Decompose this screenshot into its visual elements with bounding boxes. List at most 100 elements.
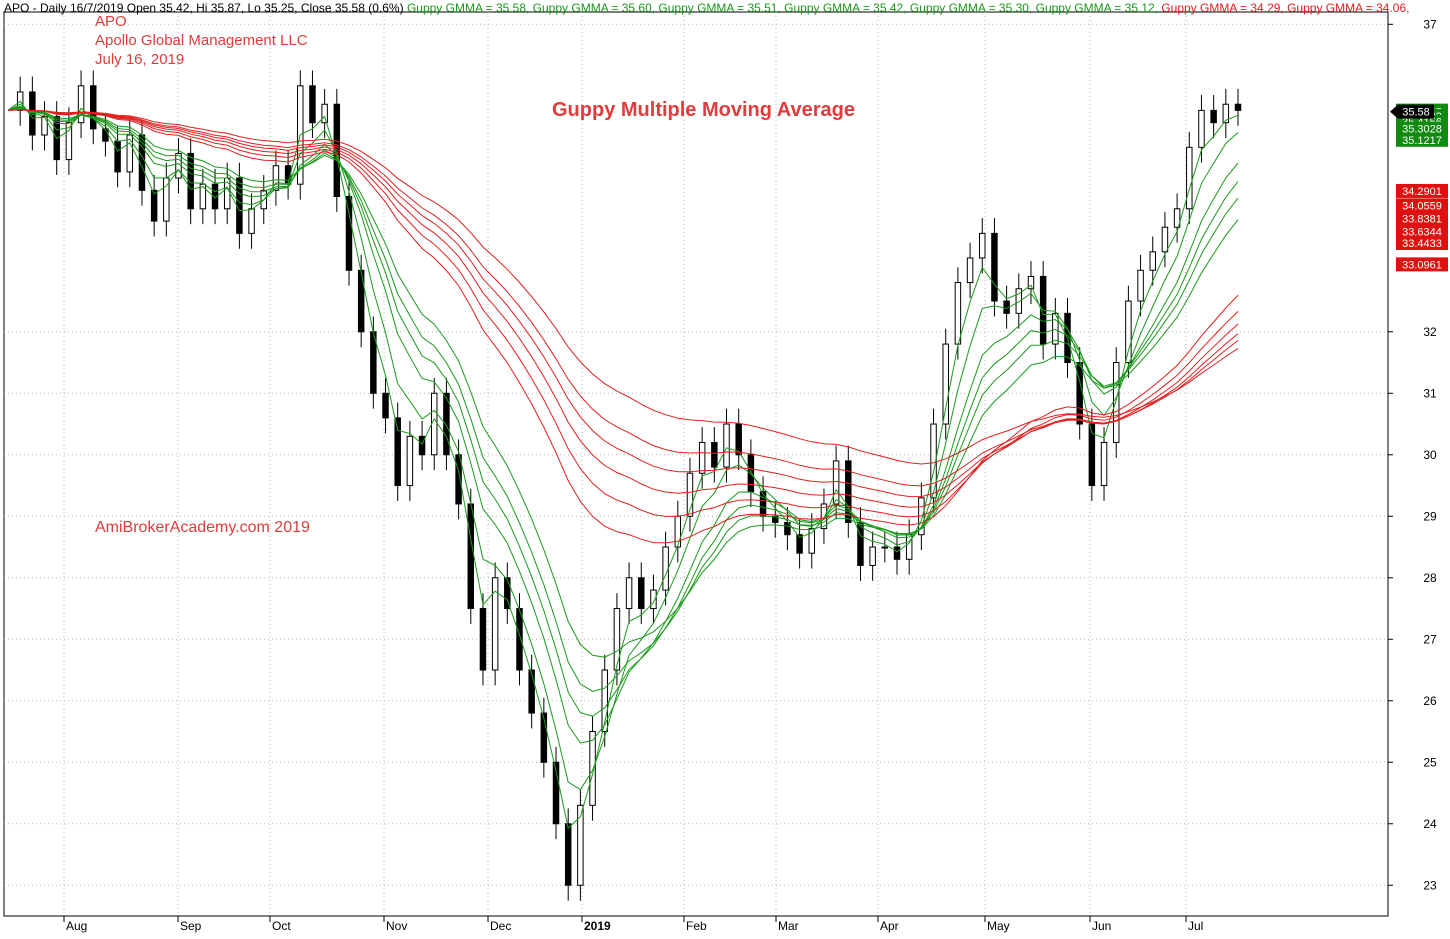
date-label: July 16, 2019 xyxy=(95,51,185,68)
last-close-marker xyxy=(1390,104,1434,119)
x-tick-label: Sep xyxy=(180,919,202,933)
candle-body xyxy=(114,140,121,173)
y-tick-label: 32 xyxy=(1423,325,1437,339)
header-gmma-7: Guppy GMMA = 34.06, xyxy=(1283,1,1410,15)
y-tick-label: 25 xyxy=(1423,755,1437,769)
x-tick-label: Jun xyxy=(1092,919,1111,933)
candle-body xyxy=(430,392,438,456)
candle-body xyxy=(1088,423,1096,487)
fast-ema-value-bg xyxy=(1396,132,1448,147)
candle-body xyxy=(491,577,499,671)
x-tick-label: 2019 xyxy=(584,919,611,933)
candle-body xyxy=(467,503,475,610)
candle-body xyxy=(881,546,889,549)
candle-body xyxy=(845,460,852,523)
header-ohlc: APO - Daily 16/7/2019 Open 35.42, Hi 35.… xyxy=(4,1,404,15)
ticker-label: APO xyxy=(95,13,127,30)
fast-ema-line xyxy=(7,106,1239,717)
fast-ema-line xyxy=(7,100,1239,830)
candle-body xyxy=(942,343,949,425)
candle-body xyxy=(589,731,596,806)
candle-body xyxy=(418,435,426,456)
candle-body xyxy=(808,528,816,554)
y-tick-label: 24 xyxy=(1423,817,1437,831)
candle-body xyxy=(686,472,694,517)
slow-ema-line xyxy=(7,109,1239,487)
candle-body xyxy=(698,441,706,474)
candle-body xyxy=(564,823,572,886)
x-tick-label: Dec xyxy=(490,919,511,933)
candle-body xyxy=(187,152,194,210)
watermark-label: AmiBrokerAcademy.com 2019 xyxy=(95,519,310,536)
candle-body xyxy=(966,257,974,284)
candle-body xyxy=(1186,146,1193,210)
x-tick-label: May xyxy=(987,919,1010,933)
candle-body xyxy=(832,460,840,505)
slow-ema-value: 34.0559 xyxy=(1402,200,1442,212)
candle-body xyxy=(1052,312,1059,345)
header-gmma-6: Guppy GMMA = 34.29, xyxy=(1158,1,1284,15)
candle-body xyxy=(65,122,73,161)
candle-body xyxy=(1161,226,1169,253)
x-tick-label: Aug xyxy=(66,919,87,933)
slow-ema-value: 33.8381 xyxy=(1402,214,1442,226)
candle-body xyxy=(893,546,901,560)
candle-body xyxy=(674,515,682,548)
candle-body xyxy=(199,183,207,210)
company-label: Apollo Global Management LLC xyxy=(95,32,308,49)
candle-body xyxy=(1112,362,1120,443)
slow-ema-value: 33.0961 xyxy=(1402,259,1442,271)
fast-ema-line xyxy=(7,105,1239,744)
candle-body xyxy=(613,608,621,671)
candle-body xyxy=(211,183,219,210)
candle-body xyxy=(784,521,791,536)
candle-body xyxy=(540,712,548,763)
candle-body xyxy=(443,392,450,456)
candle-body xyxy=(1027,275,1035,290)
candle-body xyxy=(796,534,803,554)
candle-body xyxy=(601,669,608,733)
slow-ema-value: 33.6344 xyxy=(1402,226,1442,238)
plot-frame xyxy=(3,11,1389,917)
candle-body xyxy=(711,441,718,468)
slow-ema-value-bg xyxy=(1396,257,1448,272)
fast-ema-value: 35.3028 xyxy=(1402,124,1442,136)
candle-body xyxy=(382,392,389,419)
candle-body xyxy=(905,534,913,560)
header-gmma-2: Guppy GMMA = 35.51, xyxy=(655,1,781,15)
candle-body xyxy=(504,577,511,610)
candle-body xyxy=(979,232,986,259)
fast-ema-line xyxy=(7,107,1239,658)
candle-body xyxy=(1100,441,1108,487)
candle-body xyxy=(930,423,937,499)
y-tick-label: 27 xyxy=(1423,632,1437,646)
candle-body xyxy=(1234,103,1242,111)
slow-ema-value-bg xyxy=(1396,224,1448,239)
candle-body xyxy=(1198,109,1205,148)
candle-body xyxy=(516,608,523,671)
candle-body xyxy=(345,195,353,271)
fast-ema-value-bg xyxy=(1396,121,1448,136)
candle-body xyxy=(406,435,414,487)
candle-body xyxy=(248,208,255,234)
candle-body xyxy=(577,804,584,886)
fast-ema-line xyxy=(7,107,1239,692)
y-tick-label: 26 xyxy=(1423,694,1437,708)
y-tick-label: 31 xyxy=(1423,386,1437,400)
y-tick-label: 28 xyxy=(1423,571,1437,585)
candle-body xyxy=(747,454,755,493)
candle-body xyxy=(479,608,487,671)
x-tick-label: Oct xyxy=(272,919,291,933)
candle-body xyxy=(163,177,170,222)
candle-body xyxy=(321,103,328,124)
candle-body xyxy=(662,546,669,591)
slow-ema-value: 33.4433 xyxy=(1402,238,1442,250)
slow-ema-value-bg xyxy=(1396,198,1448,213)
fast-ema-line xyxy=(7,103,1239,791)
candle-body xyxy=(90,85,97,130)
candle-body xyxy=(77,85,85,124)
slow-ema-value-bg xyxy=(1396,211,1448,226)
candle-body xyxy=(625,577,633,610)
candle-body xyxy=(1015,288,1023,314)
